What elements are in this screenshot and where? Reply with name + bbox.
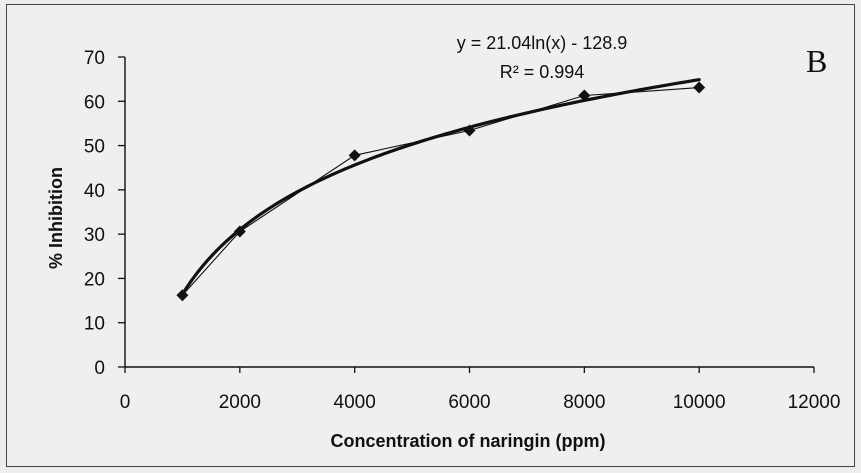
tick-labels: 0 10 20 30 40 50 60 70 0 2000 4000 6000 8000 10000 120… xyxy=(84,48,841,413)
y-axis-title: % Inhibition xyxy=(46,167,66,269)
y-tick-label: 10 xyxy=(84,314,105,335)
series-line xyxy=(181,87,700,296)
y-tick-label: 0 xyxy=(94,358,105,379)
x-tick-label: 2000 xyxy=(219,392,261,413)
data-point-marker xyxy=(693,81,706,94)
data-point-marker xyxy=(176,289,189,302)
data-point-marker xyxy=(348,149,361,162)
y-tick-label: 40 xyxy=(84,181,105,202)
data-point-marker xyxy=(233,225,246,238)
markers xyxy=(176,81,706,302)
x-axis-title: Concentration of naringin (ppm) xyxy=(331,431,606,451)
x-tick-label: 12000 xyxy=(788,392,841,413)
r-squared-label: R² = 0.994 xyxy=(500,62,585,82)
y-tick-label: 70 xyxy=(84,48,105,69)
ticks xyxy=(118,56,815,373)
chart-frame xyxy=(6,4,855,467)
trendline-equation: y = 21.04ln(x) - 128.9 xyxy=(457,33,628,53)
axes xyxy=(124,57,814,368)
x-tick-label: 8000 xyxy=(563,392,605,413)
panel-letter: B xyxy=(806,43,827,79)
x-tick-label: 4000 xyxy=(334,392,376,413)
series xyxy=(181,87,700,296)
y-tick-label: 50 xyxy=(84,137,105,158)
data-point-marker xyxy=(463,124,476,137)
trendline-group xyxy=(180,78,701,296)
y-tick-label: 30 xyxy=(84,225,105,246)
data-point-marker xyxy=(578,89,591,102)
x-tick-label: 0 xyxy=(120,392,131,413)
x-tick-label: 6000 xyxy=(448,392,490,413)
x-tick-label: 10000 xyxy=(673,392,726,413)
y-tick-label: 20 xyxy=(84,269,105,290)
y-tick-label: 60 xyxy=(84,92,105,113)
trendline xyxy=(180,78,701,296)
